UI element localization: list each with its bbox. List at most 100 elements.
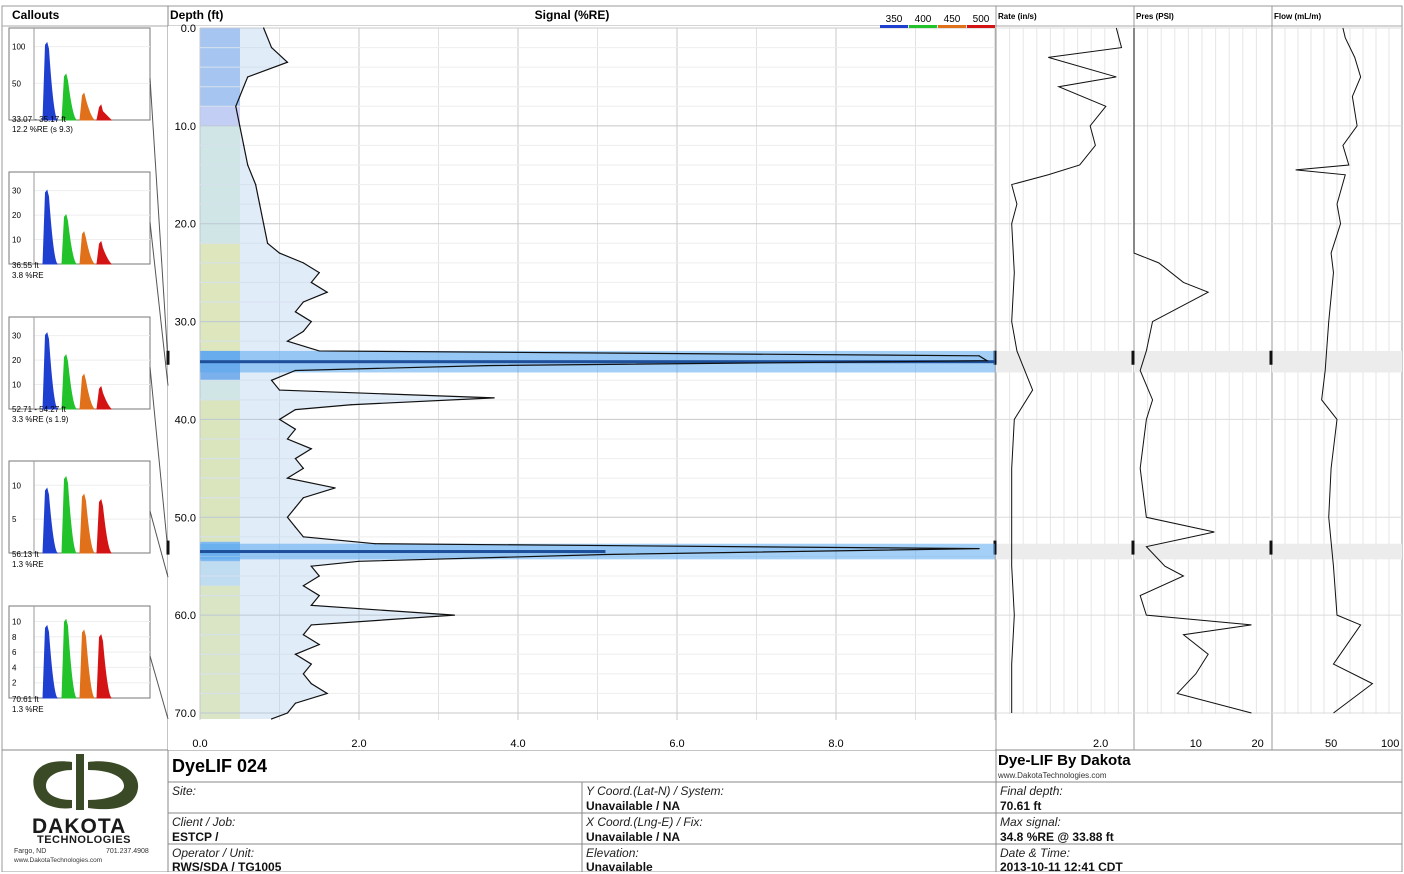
signal-point xyxy=(326,291,328,293)
signal-point xyxy=(326,692,328,695)
signal-point xyxy=(286,712,289,714)
flow-line xyxy=(1295,27,1374,714)
signal-point xyxy=(294,409,296,411)
legend-label-350: 350 xyxy=(886,14,903,25)
signal-xtick-0.0: 0.0 xyxy=(192,738,207,750)
final-depth-label: Final depth: xyxy=(1000,784,1063,798)
operator-value: RWS/SDA / TG1005 xyxy=(172,860,282,874)
callout-box-4 xyxy=(8,460,151,554)
signal-xtick-6.0: 6.0 xyxy=(669,738,684,750)
signal-point xyxy=(294,428,296,430)
signal-point xyxy=(358,560,360,562)
callout-2-peak-4 xyxy=(96,240,113,265)
callout-4-peak-3 xyxy=(79,493,96,554)
signal-point xyxy=(374,543,376,545)
callout-3-peak-1 xyxy=(42,332,59,410)
depth-tick-10.0: 10.0 xyxy=(175,121,196,133)
depth-marker xyxy=(166,540,170,555)
signal-point xyxy=(286,516,289,518)
callout-3-peak-4 xyxy=(96,385,113,410)
signal-point xyxy=(270,718,273,720)
signal-point xyxy=(263,223,265,225)
signal-point xyxy=(278,252,281,254)
callout-1-peak-1 xyxy=(42,41,59,121)
signal-point xyxy=(302,330,304,332)
signal-point xyxy=(493,397,495,399)
signal-point xyxy=(978,355,980,357)
signal-point xyxy=(604,553,607,556)
callout-2-peak-3 xyxy=(79,231,96,265)
flow-xtick-50: 50 xyxy=(1325,738,1337,750)
signal-band-9 xyxy=(200,585,240,719)
signal-point xyxy=(350,404,352,406)
signal-point xyxy=(286,340,289,342)
signal-point xyxy=(255,183,257,186)
callout-5-peak-4 xyxy=(96,634,113,699)
callout-3-peak-2 xyxy=(61,354,78,410)
rate-hl-2 xyxy=(996,543,1132,560)
rate-xtick-2.0: 2.0 xyxy=(1093,738,1108,750)
signal-point xyxy=(286,477,289,479)
pres-xtick-20: 20 xyxy=(1252,738,1264,750)
peak-core-2 xyxy=(200,550,606,554)
callout-4-caption-1: 56.13 ft xyxy=(12,550,39,559)
signal-point xyxy=(278,389,281,391)
depth-tick-20.0: 20.0 xyxy=(175,219,196,231)
ycoord-value: Unavailable / NA xyxy=(586,799,681,813)
callout-4-ytick-5: 5 xyxy=(12,515,17,524)
max-signal-value: 34.8 %RE @ 33.88 ft xyxy=(1000,830,1114,844)
legend-label-500: 500 xyxy=(973,14,990,25)
callout-5-peak-3 xyxy=(79,629,96,699)
signal-point xyxy=(302,634,304,636)
signal-xtick-4.0: 4.0 xyxy=(510,738,525,750)
callout-5-ytick-10: 10 xyxy=(12,617,21,626)
callout-2-caption-1: 36.55 ft xyxy=(12,261,39,270)
signal-bg xyxy=(168,26,995,750)
depth-marker xyxy=(166,350,170,365)
signal-xtick-2.0: 2.0 xyxy=(351,738,366,750)
callout-4-peak-1 xyxy=(42,487,59,554)
callout-5-ytick-2: 2 xyxy=(12,679,17,688)
signal-point xyxy=(302,467,304,469)
signal-band-5 xyxy=(200,380,240,400)
callout-leader-3 xyxy=(149,366,169,552)
signal-point xyxy=(310,565,312,567)
signal-point xyxy=(259,203,261,205)
callout-5-caption-2: 1.3 %RE xyxy=(12,705,44,714)
pres-xtick-10: 10 xyxy=(1190,738,1202,750)
callout-4-peak-4 xyxy=(96,499,113,554)
pres-hl-2 xyxy=(1134,543,1270,560)
signal-point xyxy=(986,360,988,362)
legend-swatch-450 xyxy=(938,25,966,28)
signal-band-8 xyxy=(200,561,240,586)
logo-sub: TECHNOLOGIES xyxy=(37,834,132,846)
callout-1-peak-2 xyxy=(61,73,78,121)
signal-point xyxy=(334,487,336,489)
callout-2-ytick-30: 30 xyxy=(12,187,21,196)
signal-point xyxy=(286,438,289,440)
callout-3-caption-2: 3.3 %RE (s 1.9) xyxy=(12,415,69,424)
callout-2-caption-2: 3.8 %RE xyxy=(12,271,44,280)
callout-3-ytick-10: 10 xyxy=(12,381,21,390)
flow-header: Flow (mL/m) xyxy=(1274,12,1321,21)
callout-1-caption-1: 33.07 - 35.17 ft xyxy=(12,115,67,124)
signal-point xyxy=(318,350,320,352)
signal-point xyxy=(270,379,273,381)
elevation-value: Unavailable xyxy=(586,860,653,874)
brand-title: Dye-LIF By Dakota xyxy=(998,752,1131,769)
callout-3-ytick-30: 30 xyxy=(12,332,21,341)
callout-3-ytick-20: 20 xyxy=(12,356,21,365)
callout-4-caption-2: 1.3 %RE xyxy=(12,560,44,569)
signal-point xyxy=(294,653,296,655)
signal-point xyxy=(294,457,296,460)
callout-leader-2 xyxy=(149,221,169,386)
signal-point xyxy=(978,548,980,550)
depth-tick-0.0: 0.0 xyxy=(181,23,196,35)
signal-point xyxy=(485,365,487,367)
logo-mark-right xyxy=(88,761,139,810)
logo-city: Fargo, ND xyxy=(14,848,47,855)
logo-phone: 701.237.4908 xyxy=(106,848,149,855)
callout-1-peak-4 xyxy=(96,104,113,121)
signal-point xyxy=(294,369,296,372)
signal-band-3 xyxy=(200,243,240,351)
